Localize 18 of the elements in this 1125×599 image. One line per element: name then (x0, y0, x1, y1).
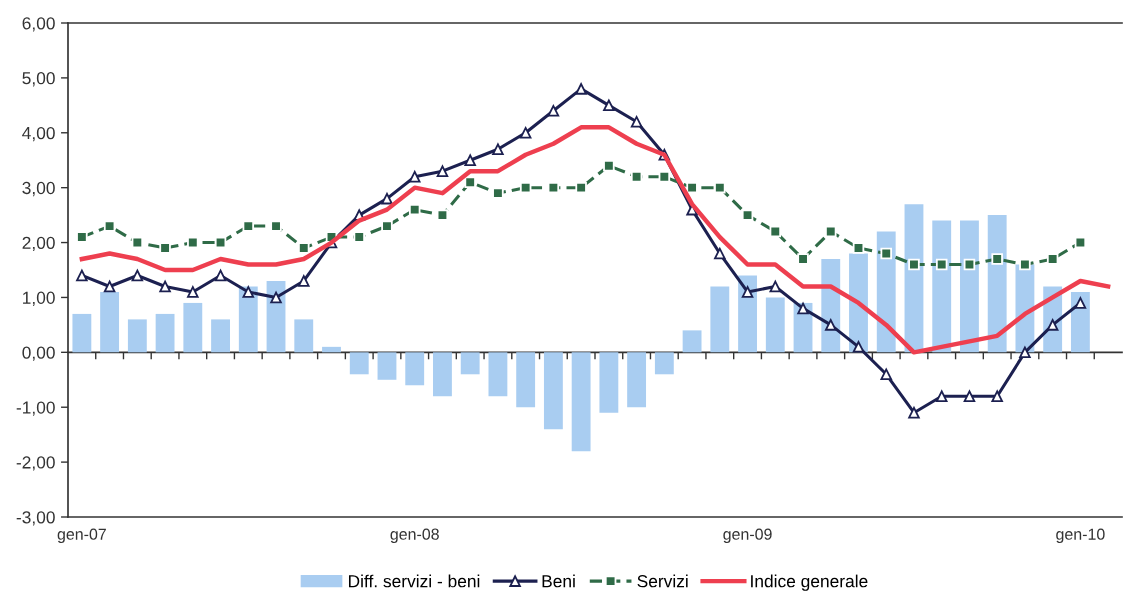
y-tick-label: 5,00 (22, 72, 55, 87)
legend-label: Diff. servizi - beni (348, 574, 480, 588)
y-tick-label: -1,00 (16, 401, 55, 416)
y-tick-label: 0,00 (22, 346, 55, 361)
y-tick-label: 1,00 (23, 291, 55, 306)
legend-label: Servizi (637, 574, 688, 588)
y-tick-label: -3,00 (16, 511, 55, 526)
y-tick-label: 4,00 (22, 126, 55, 142)
x-tick-label: gen-08 (390, 528, 439, 543)
legend-label: Beni (542, 574, 575, 588)
y-tick-label: 2,00 (22, 236, 55, 252)
y-tick-label: 3,00 (22, 181, 55, 197)
x-tick-label: gen-10 (1056, 528, 1105, 543)
y-tick-label: -2,00 (16, 456, 55, 471)
legend-label: Indice generale (751, 574, 868, 591)
y-tick-label: 6,00 (22, 17, 55, 32)
x-tick-label: gen-07 (57, 528, 106, 543)
x-tick-label: gen-09 (723, 528, 772, 543)
